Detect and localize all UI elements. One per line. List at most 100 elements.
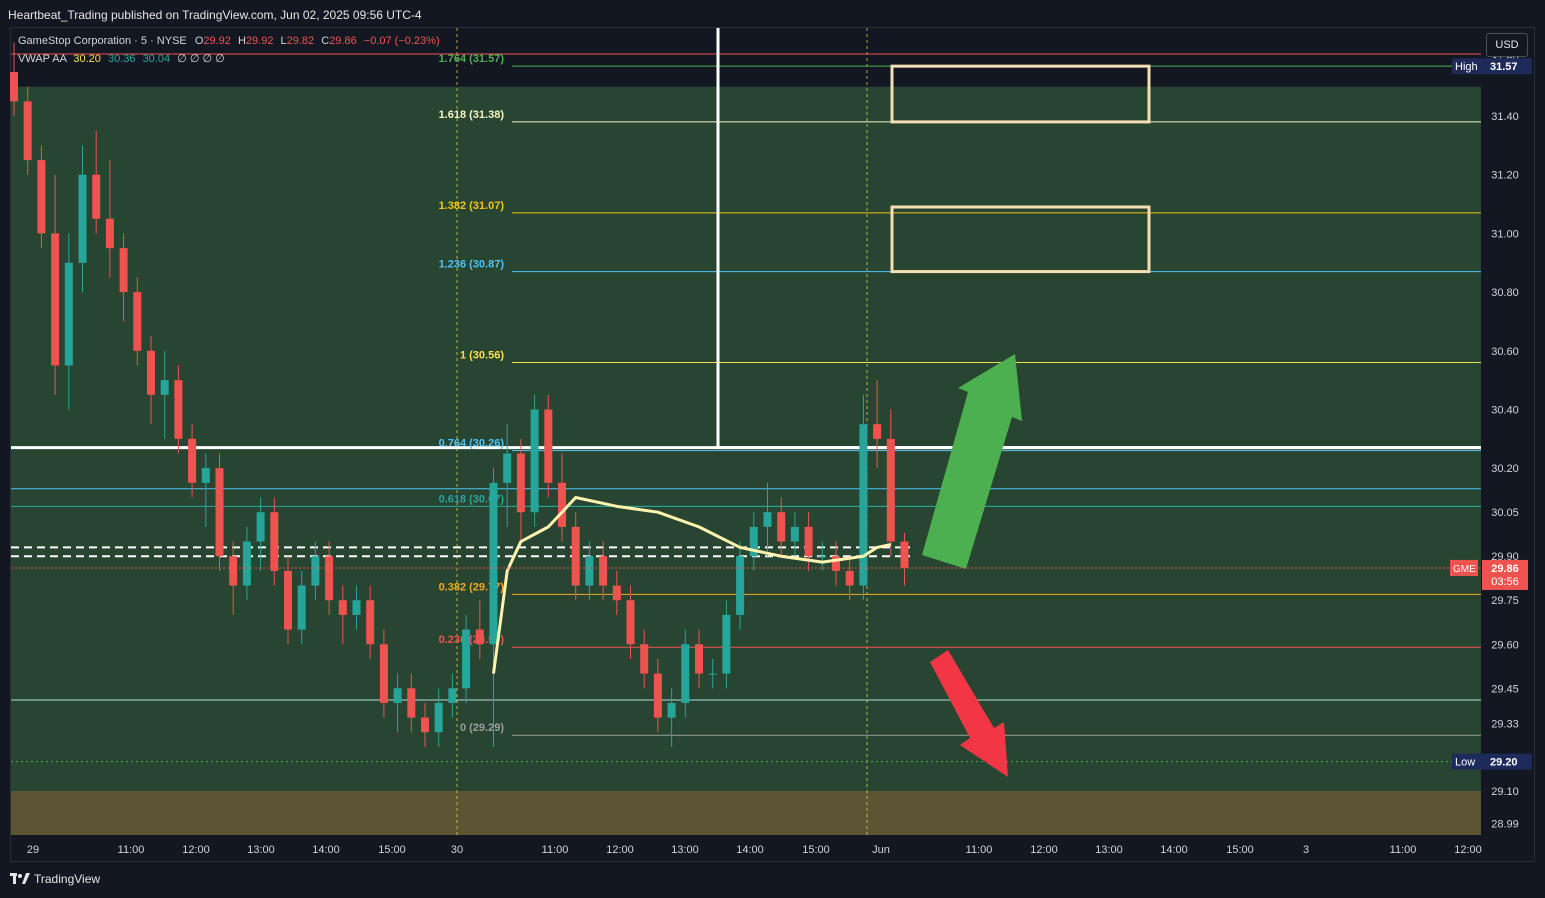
vwap-upper-value: 30.36: [107, 53, 136, 65]
candle-body: [653, 673, 662, 718]
candle-body: [174, 380, 183, 439]
candle-body: [489, 482, 498, 645]
candle-body: [188, 438, 197, 483]
time-axis-label: 15:00: [1226, 844, 1254, 856]
time-axis-label: 13:00: [671, 844, 699, 856]
time-axis-label: 13:00: [247, 844, 275, 856]
fib-level-label: 1.382 (31.07): [439, 200, 505, 212]
high-marker-value: 31.57: [1490, 61, 1518, 73]
candle-body: [544, 409, 553, 483]
vwap-line: [492, 496, 892, 674]
time-axis-label: 15:00: [378, 844, 406, 856]
candle-body: [475, 629, 484, 645]
symbol-legend[interactable]: GameStop Corporation · 5 · NYSE O29.92 H…: [18, 35, 440, 47]
candle-body: [749, 526, 758, 557]
time-axis-label: 11:00: [966, 844, 993, 856]
high-marker-label: High: [1455, 61, 1478, 73]
candle-body: [832, 556, 840, 571]
candle-body: [407, 688, 416, 718]
close-value: 29.86: [329, 35, 357, 47]
candle-body: [393, 688, 402, 703]
candle-body: [160, 380, 169, 395]
fib-level-label: 0.764 (30.26): [439, 438, 505, 450]
currency-button[interactable]: USD: [1486, 33, 1528, 57]
empty-value: ∅: [177, 53, 187, 65]
candle-body: [37, 160, 46, 234]
fib-level-label: 0.618 (30.07): [439, 493, 505, 505]
candle-body: [215, 468, 224, 557]
price-axis-label: 30.60: [1491, 346, 1519, 358]
time-axis-label: 29: [27, 844, 39, 856]
candle-body: [886, 438, 895, 542]
empty-value: ∅: [202, 53, 213, 65]
indicator-legend[interactable]: VWAP AA 30.20 30.36 30.04 ∅ ∅ ∅ ∅: [18, 52, 225, 65]
candle-body: [119, 248, 128, 293]
candle-body: [23, 101, 32, 161]
candle-body: [462, 629, 471, 689]
candle-body: [900, 541, 909, 568]
chart-frame: [10, 27, 1535, 862]
candle-body: [338, 600, 347, 615]
tradingview-logo-icon: [10, 873, 30, 884]
time-axis-label: 13:00: [1095, 844, 1123, 856]
fib-level-label: 1 (30.56): [460, 350, 504, 362]
time-axis-label: 15:00: [802, 844, 830, 856]
price-axis-label: 28.99: [1491, 818, 1519, 830]
time-axis-label: 11:00: [1390, 844, 1417, 856]
time-axis-label: 12:00: [1030, 844, 1058, 856]
candle-body: [818, 556, 827, 558]
tradingview-brand[interactable]: TradingView: [10, 872, 100, 886]
time-axis-label: 11:00: [542, 844, 569, 856]
candle-body: [859, 424, 868, 586]
candle-body: [777, 512, 786, 542]
candle-body: [736, 556, 745, 615]
candle-body: [229, 556, 238, 586]
low-marker-value: 29.20: [1490, 757, 1518, 769]
time-axis-label: 12:00: [1454, 844, 1482, 856]
high-label: H: [237, 35, 246, 47]
high-marker-box: [1452, 58, 1532, 75]
candle-body: [558, 482, 566, 527]
symbol-tag-box: [1450, 559, 1478, 576]
candle-body: [585, 556, 594, 586]
price-axis-label: 30.40: [1491, 404, 1519, 416]
candle-body: [845, 570, 854, 586]
candle-body: [105, 218, 114, 249]
time-axis-label: 14:00: [312, 844, 340, 856]
time-axis-label: 12:00: [182, 844, 210, 856]
candle-body: [612, 585, 621, 601]
fib-level-label: 0 (29.29): [460, 722, 504, 734]
vwap-value: 30.20: [73, 53, 101, 65]
low-marker-box: [1452, 753, 1532, 770]
low-label: L: [280, 35, 287, 47]
candle-body: [51, 233, 60, 366]
price-axis-label: 29.10: [1491, 786, 1519, 798]
fib-level-label: 0.236 (29.59): [439, 634, 505, 646]
last-price-box: [1482, 559, 1528, 590]
price-axis-label: 29.75: [1491, 595, 1519, 607]
candle-body: [92, 174, 101, 219]
range-bracket: [716, 28, 1481, 450]
candle-body: [352, 600, 361, 615]
price-axis-label: 29.45: [1491, 683, 1519, 695]
open-label: O: [194, 35, 204, 47]
candle-body: [284, 570, 292, 630]
candle-body: [763, 512, 772, 527]
symbol-tag-label: GME: [1453, 564, 1476, 575]
time-axis-label: 30: [451, 844, 463, 856]
price-axis-label: 30.05: [1491, 507, 1519, 519]
brand-name: TradingView: [34, 872, 101, 886]
price-axis-label: 29.33: [1491, 718, 1519, 730]
attribution-text: Heartbeat_Trading published on TradingVi…: [8, 8, 422, 22]
fib-level-label: 1.618 (31.38): [439, 109, 505, 121]
candle-body: [448, 688, 457, 703]
candle-body: [695, 644, 703, 674]
candle-body: [133, 292, 142, 351]
candle-body: [804, 526, 813, 557]
candle-body: [366, 600, 375, 645]
time-axis-label: 3: [1303, 844, 1309, 856]
candle-body: [667, 702, 676, 718]
candle-body: [311, 556, 320, 586]
support-zone: [11, 790, 1481, 835]
